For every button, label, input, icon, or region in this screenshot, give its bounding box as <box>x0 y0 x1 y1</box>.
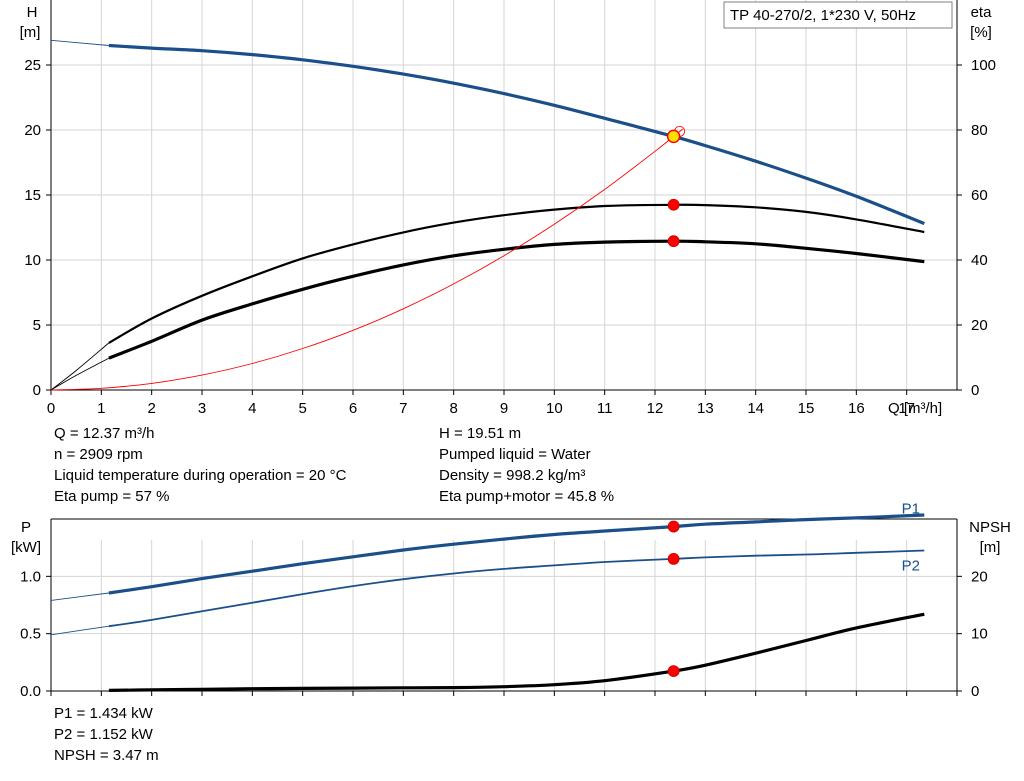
x-tick-label: 5 <box>298 400 306 417</box>
duty-point-p1 <box>667 520 680 533</box>
info-eta-pump-motor: Eta pump+motor = 45.8 % <box>439 488 615 505</box>
top-left-tick-label: 20 <box>24 122 41 139</box>
x-tick-label: 9 <box>500 400 508 417</box>
series-eta-pump-line <box>108 203 925 344</box>
series-npsh-line <box>108 612 925 692</box>
info-npsh: NPSH = 3.47 m <box>54 747 159 764</box>
x-tick-label: 13 <box>697 400 714 417</box>
series-p2-line <box>108 549 925 628</box>
x-tick-label: 15 <box>798 400 815 417</box>
bottom-left-tick-label: 0.5 <box>20 626 41 643</box>
x-tick-label: 0 <box>47 400 55 417</box>
left-axis-label-name: H <box>27 4 38 21</box>
duty-point-eta-pump <box>667 198 680 211</box>
x-tick-label: 12 <box>647 400 664 417</box>
top-left-tick-label: 25 <box>24 57 41 74</box>
info-p1: P1 = 1.434 kW <box>54 705 153 722</box>
top-left-tick-label: 10 <box>24 252 41 269</box>
info-head: H = 19.51 m <box>439 425 522 442</box>
series-eta-pump-motor-line <box>108 239 925 360</box>
top-right-tick-label: 20 <box>971 317 988 334</box>
bottom-left-tick-label: 0.0 <box>20 683 41 700</box>
x-tick-label: 8 <box>449 400 457 417</box>
bottom-right-tick-label: 0 <box>971 683 979 700</box>
top-right-tick-label: 100 <box>971 57 996 74</box>
info-speed: n = 2909 rpm <box>54 446 143 463</box>
top-right-tick-label: 60 <box>971 187 988 204</box>
x-tick-label: 1 <box>97 400 105 417</box>
series-h-line <box>108 43 925 226</box>
top-right-tick-label: 40 <box>971 252 988 269</box>
power-axis-label-name: P <box>21 519 31 536</box>
x-tick-label: 4 <box>248 400 256 417</box>
top-left-tick-label: 15 <box>24 187 41 204</box>
info-bottom: P1 = 1.434 kW P2 = 1.152 kW NPSH = 3.47 … <box>54 703 159 766</box>
title-box <box>723 1 953 29</box>
info-left: Q = 12.37 m³/h n = 2909 rpm Liquid tempe… <box>54 423 346 507</box>
duty-point-p2 <box>667 553 680 565</box>
series-p1-line <box>108 513 925 595</box>
info-eta-pump: Eta pump = 57 % <box>54 488 170 505</box>
chart-title: TP 40-270/2, 1*230 V, 50Hz <box>730 7 916 24</box>
info-p2: P2 = 1.152 kW <box>54 726 153 743</box>
x-axis-label: Q [m³/h] <box>888 400 942 417</box>
right-axis-label-name: eta <box>971 4 993 21</box>
x-tick-label: 6 <box>349 400 357 417</box>
info-density: Density = 998.2 kg/m³ <box>439 467 586 484</box>
x-tick-label: 11 <box>597 400 613 417</box>
x-tick-label: 16 <box>848 400 865 417</box>
series-label-p2: P2 <box>902 558 920 575</box>
x-tick-label: 17 <box>898 400 915 417</box>
series-eta-pump-extrapolation <box>50 342 110 391</box>
bottom-right-tick-label: 20 <box>971 568 988 585</box>
info-right: H = 19.51 m Pumped liquid = Water Densit… <box>439 423 614 507</box>
duty-point-npsh <box>667 665 680 678</box>
x-tick-label: 7 <box>399 400 407 417</box>
info-flow: Q = 12.37 m³/h <box>54 425 155 442</box>
right-axis-label-unit: [%] <box>970 24 992 41</box>
duty-point-eta-pump-motor <box>667 235 680 248</box>
x-tick-label: 3 <box>198 400 206 417</box>
series-system-curve-line <box>50 128 683 391</box>
info-liquid-temperature: Liquid temperature during operation = 20… <box>54 467 347 484</box>
duty-point-h <box>666 129 681 144</box>
series-p1-extrapolation <box>50 592 109 601</box>
x-tick-label: 2 <box>147 400 155 417</box>
info-pumped-liquid: Pumped liquid = Water <box>439 446 591 463</box>
top-left-tick-label: 0 <box>33 382 41 399</box>
bottom-right-tick-label: 10 <box>971 626 988 643</box>
series-label-p1: P1 <box>902 500 920 517</box>
power-axis-label-unit: [kW] <box>11 539 41 556</box>
bottom-chart: 0.0 0.5 1.0 0 10 20 P [kW] NPSH [m] P1 P2 <box>11 500 1011 700</box>
npsh-axis-label-unit: [m] <box>980 539 1001 556</box>
x-tick-label: 10 <box>546 400 563 417</box>
left-axis-label-unit: [m] <box>20 24 41 41</box>
top-right-tick-label: 0 <box>971 382 979 399</box>
series-eta-pump-motor-extrapolation <box>50 357 110 391</box>
series-h-extrapolation <box>50 39 109 46</box>
x-tick-label: 14 <box>747 400 764 417</box>
top-left-tick-label: 5 <box>33 317 41 334</box>
npsh-axis-label-name: NPSH <box>969 519 1011 536</box>
bottom-left-tick-label: 1.0 <box>20 568 41 585</box>
top-right-tick-label: 80 <box>971 122 988 139</box>
series-p2-extrapolation <box>50 625 109 636</box>
